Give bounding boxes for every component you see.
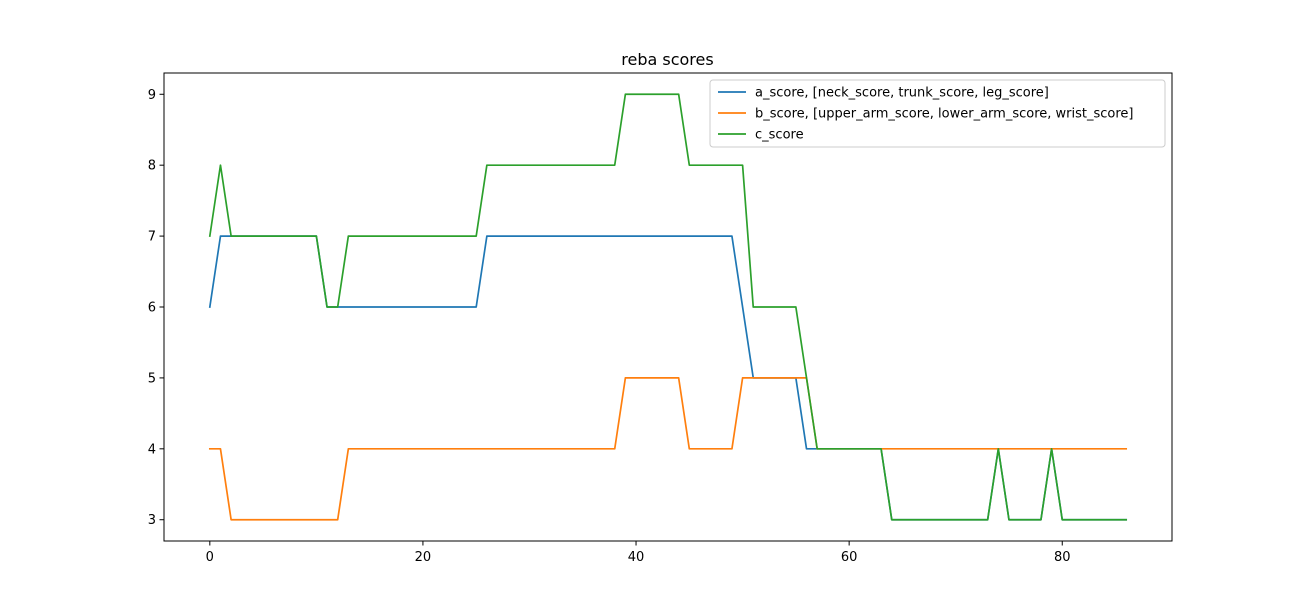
y-tick-label: 4 <box>148 442 156 457</box>
x-tick-label: 80 <box>1054 550 1071 565</box>
y-tick-label: 6 <box>148 301 156 316</box>
legend-label-1: a_score, [neck_score, trunk_score, leg_s… <box>755 86 1049 101</box>
plot-area: 0 20 40 60 80 3 4 5 6 7 8 9 <box>148 72 1173 565</box>
y-tick-label: 7 <box>148 230 156 245</box>
x-tick-label: 0 <box>206 550 214 565</box>
legend-label-2: b_score, [upper_arm_score, lower_arm_sco… <box>755 107 1134 122</box>
y-tick-label: 8 <box>148 159 156 174</box>
legend-box <box>709 79 1166 148</box>
x-tick-label: 40 <box>628 550 645 565</box>
y-tick-label: 3 <box>148 513 156 528</box>
series-line-2 <box>208 377 1128 521</box>
x-tick-label: 60 <box>841 550 858 565</box>
chart-title: reba scores <box>621 50 713 69</box>
y-tick-label: 9 <box>148 88 156 103</box>
series-line-3 <box>208 93 1128 521</box>
x-tick-label: 20 <box>415 550 432 565</box>
legend-label-3: c_score <box>755 128 804 143</box>
legend: a_score, [neck_score, trunk_score, leg_s… <box>709 79 1166 148</box>
y-tick-label: 5 <box>148 371 156 386</box>
